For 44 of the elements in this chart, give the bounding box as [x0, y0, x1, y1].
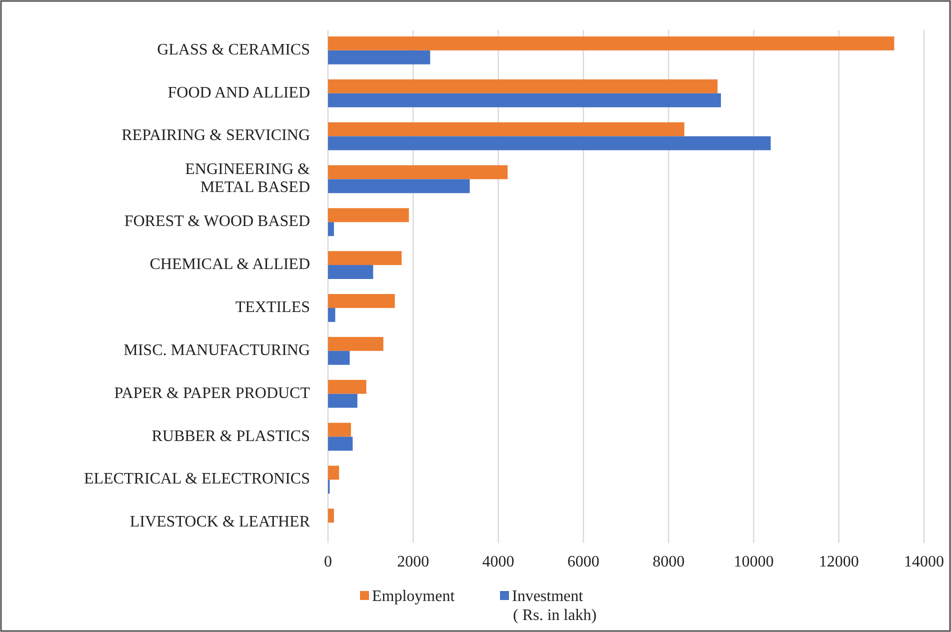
x-tick-label: 2000 [397, 554, 430, 571]
x-tick-label: 10000 [734, 554, 774, 571]
bar [328, 265, 374, 279]
y-tick-label: GLASS & CERAMICS [157, 41, 310, 58]
y-tick-label: ELECTRICAL & ELECTRONICS [84, 470, 310, 488]
y-tick-label: RUBBER & PLASTICS [152, 427, 310, 444]
y-tick-label: FOREST & WOOD BASED [124, 212, 310, 230]
bar [328, 79, 718, 94]
bar [328, 508, 334, 523]
bar [328, 308, 336, 322]
bar [328, 165, 508, 180]
y-tick-label: TEXTILES [235, 298, 310, 316]
x-tick-label: 0 [324, 554, 332, 571]
bar [328, 222, 334, 236]
y-tick-label: PAPER & PAPER PRODUCT [114, 384, 310, 402]
legend-label: Investment ( Rs. in lakh) [512, 588, 597, 624]
x-tick-label: 14000 [904, 554, 944, 571]
x-tick-label: 12000 [818, 554, 859, 571]
bar [328, 251, 402, 266]
bar [328, 466, 340, 480]
bar [328, 380, 366, 394]
y-tick-label: ENGINEERING & METAL BASED [185, 160, 311, 196]
bar [328, 93, 721, 108]
bar [328, 36, 894, 50]
bar [328, 294, 395, 308]
y-tick-label: REPAIRING & SERVICING [122, 126, 310, 144]
y-tick-label: MISC. MANUFACTURING [124, 342, 310, 359]
x-tick-label: 4000 [482, 554, 514, 571]
bar [328, 136, 771, 150]
bar [328, 350, 350, 365]
bar [328, 50, 430, 64]
bar [328, 436, 353, 451]
bar [328, 336, 384, 351]
bar [328, 179, 470, 194]
bar [328, 394, 358, 408]
x-tick-label: 6000 [567, 554, 600, 571]
y-tick-label: LIVESTOCK & LEATHER [130, 513, 310, 530]
bar [328, 208, 409, 222]
bar [328, 122, 684, 136]
x-tick-label: 8000 [652, 554, 685, 571]
bar [328, 422, 351, 437]
y-tick-label: FOOD AND ALLIED [168, 84, 310, 101]
y-tick-label: CHEMICAL & ALLIED [150, 256, 310, 273]
legend-label: Employment [372, 588, 456, 605]
